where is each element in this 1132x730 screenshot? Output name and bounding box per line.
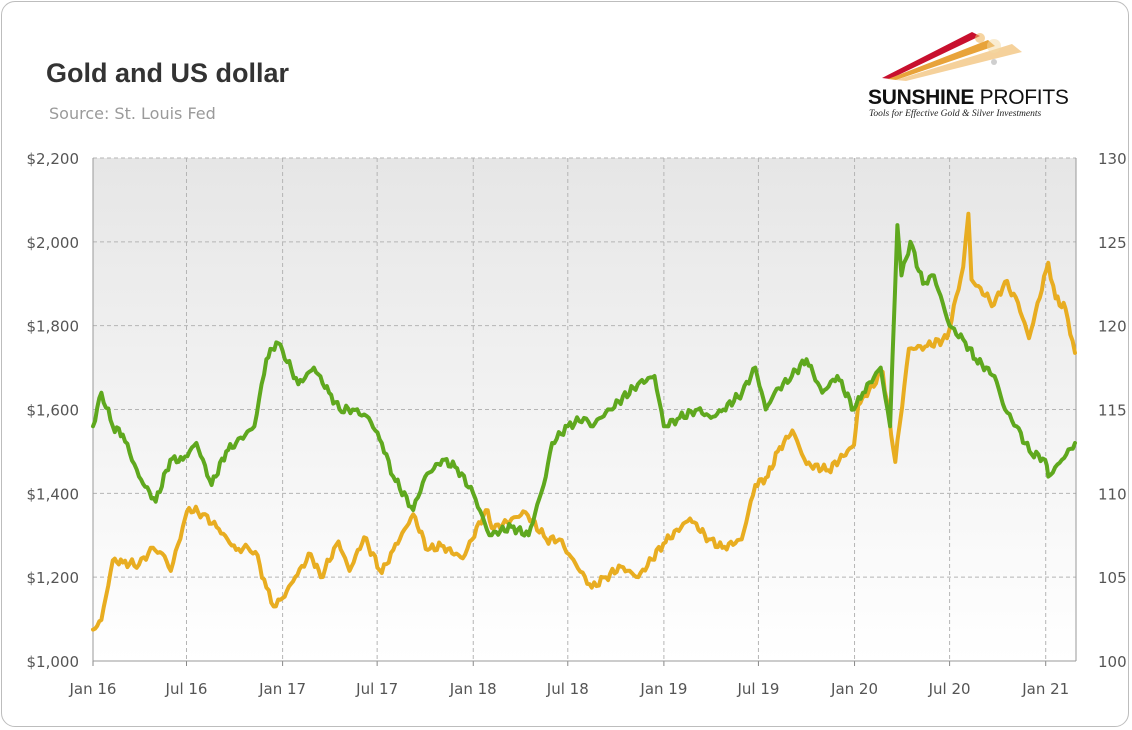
series-line-dollar xyxy=(91,223,1077,538)
y-right-tick-label: 100 xyxy=(1098,653,1127,671)
x-tick-label: Jan 18 xyxy=(449,680,497,698)
y-right-tick-label: 105 xyxy=(1098,569,1127,587)
y-left-tick-label: $2,200 xyxy=(27,150,80,168)
x-tick-label: Jan 19 xyxy=(639,680,687,698)
y-right-tick-label: 130 xyxy=(1098,150,1127,168)
x-tick-label: Jan 21 xyxy=(1021,680,1069,698)
logo-name-bold: SUNSHINE xyxy=(868,86,975,109)
y-left-tick-label: $1,800 xyxy=(27,318,80,336)
x-tick-label: Jul 17 xyxy=(355,680,398,698)
y-left-tick-label: $1,000 xyxy=(27,653,80,671)
x-tick-label: Jan 17 xyxy=(258,680,306,698)
y-right-tick-label: 120 xyxy=(1098,318,1127,336)
y-left-tick-label: $1,600 xyxy=(27,402,80,420)
chart-title: Gold and US dollar xyxy=(46,58,290,88)
sunshine-profits-logo-icon xyxy=(882,32,1022,81)
y-right-tick-label: 125 xyxy=(1098,234,1127,252)
y-left-tick-label: $2,000 xyxy=(27,234,80,252)
y-left-tick-label: $1,400 xyxy=(27,485,80,503)
logo-tagline: Tools for Effective Gold & Silver Invest… xyxy=(869,109,1042,119)
series-line-gold xyxy=(91,211,1077,632)
x-tick-label: Jul 16 xyxy=(165,680,208,698)
logo-name-light: PROFITS xyxy=(979,86,1069,109)
y-right-tick-label: 115 xyxy=(1098,402,1127,420)
y-right-tick-label: 110 xyxy=(1098,485,1127,503)
logo-wordmark: SUNSHINE PROFITS xyxy=(868,86,1069,110)
x-tick-label: Jul 18 xyxy=(546,680,589,698)
x-tick-label: Jul 19 xyxy=(736,680,779,698)
x-tick-label: Jul 20 xyxy=(928,680,971,698)
chart-source: Source: St. Louis Fed xyxy=(49,104,216,123)
y-left-tick-label: $1,200 xyxy=(27,569,80,587)
x-tick-label: Jan 20 xyxy=(830,680,878,698)
x-tick-label: Jan 16 xyxy=(69,680,117,698)
